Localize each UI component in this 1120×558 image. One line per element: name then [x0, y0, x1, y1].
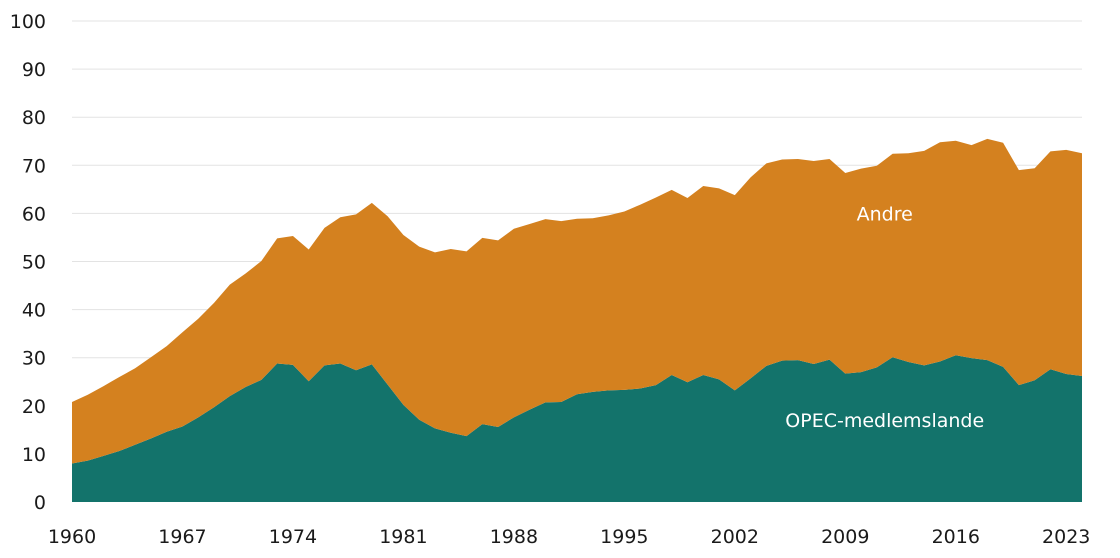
x-tick-label: 1988 — [490, 526, 538, 548]
y-tick-label: 100 — [10, 11, 46, 33]
series-label: OPEC-medlemslande — [785, 410, 984, 432]
x-tick-label: 2002 — [711, 526, 759, 548]
y-tick-label: 40 — [22, 300, 46, 322]
x-tick-label: 1967 — [158, 526, 206, 548]
x-axis-tick-labels: 1960 1967 1974 1981 1988 1995 2002 2009 2016 2023 — [48, 526, 1091, 548]
x-tick-label: 1960 — [48, 526, 96, 548]
x-tick-label: 1995 — [600, 526, 648, 548]
area-andre — [72, 138, 1082, 464]
y-tick-label: 10 — [22, 444, 46, 466]
y-tick-label: 0 — [34, 492, 46, 514]
area-opec-medlemslande — [72, 355, 1082, 502]
y-axis-tick-labels: 0 10 20 30 40 50 60 70 80 90 100 — [10, 11, 46, 514]
y-tick-label: 70 — [22, 155, 46, 177]
y-tick-label: 90 — [22, 59, 46, 81]
x-tick-label: 2016 — [932, 526, 980, 548]
y-tick-label: 50 — [22, 252, 46, 274]
series-label: Andre — [857, 203, 913, 225]
y-tick-label: 30 — [22, 348, 46, 370]
series-labels: Andre OPEC-medlemslande — [785, 203, 984, 432]
x-tick-label: 1974 — [269, 526, 317, 548]
y-tick-label: 20 — [22, 396, 46, 418]
x-tick-label: 2023 — [1042, 526, 1090, 548]
x-tick-label: 2009 — [821, 526, 869, 548]
y-tick-label: 60 — [22, 203, 46, 225]
area-series — [72, 138, 1082, 502]
y-tick-label: 80 — [22, 107, 46, 129]
x-tick-label: 1981 — [379, 526, 427, 548]
